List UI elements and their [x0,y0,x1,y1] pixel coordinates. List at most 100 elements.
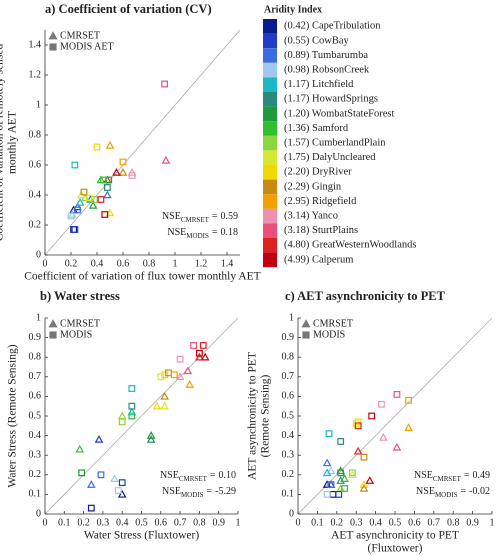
data-point [327,481,335,489]
x-tick-label: 0.4 [91,258,104,269]
x-tick-label: 1.4 [221,258,234,269]
aridity-swatch [263,238,277,253]
data-point [352,420,360,428]
nse-annotation: NSEMODIS = -5.29 [162,486,236,498]
nse-subscript: MODIS [181,491,204,499]
data-point [157,373,165,381]
data-point [128,402,136,410]
x-tick-label: 0.6 [117,258,130,269]
data-point [117,411,127,420]
data-point [165,369,172,377]
data-point [200,352,210,361]
aridity-swatch [263,77,277,92]
nse-sign: = [464,470,470,481]
nse-subscript: CMRSET [179,475,208,483]
data-point [323,490,331,498]
aridity-swatch [263,223,277,238]
x-tick-label: 0.6 [155,517,168,528]
legend-marker [48,319,58,328]
x-axis-label: Water Stress (Fluxtower) [84,530,199,542]
nse-value: 0.49 [473,470,491,481]
y-tick-label: 0 [36,508,41,519]
aridity-swatch [263,179,277,195]
legend-marker [49,43,57,51]
x-tick-label: 0.5 [135,517,148,528]
y-tick-label: 0.6 [29,391,42,402]
nse-subscript: MODIS [435,491,458,499]
y-tick-label: 1 [36,99,41,110]
nse-subscript: MODIS [186,232,209,240]
data-point [85,194,93,202]
data-point [378,400,385,408]
aridity-swatch [263,165,277,180]
nse-annotation: NSECMRSET = 0.59 [162,211,238,223]
y-tick-label: 1 [289,312,294,323]
x-tick-label: 0 [296,517,301,528]
y-tick-label: 0 [289,508,294,519]
legend-label: MODIS [60,329,92,340]
y-tick-label: 0.2 [282,469,295,480]
x-tick-label: 0 [43,258,48,269]
data-point [329,490,337,498]
data-point [71,161,79,169]
x-tick-label: 0.9 [212,517,225,528]
data-point [404,423,413,431]
data-point [348,470,357,479]
data-point [170,371,178,379]
legend-label: CMRSET [313,318,353,329]
x-tick-label: 0.3 [350,517,363,528]
legend-marker [48,31,58,40]
y-tick-label: 0.8 [282,351,295,362]
x-tick-label: 0.2 [65,258,78,269]
x-tick-label: 0.8 [193,517,206,528]
aridity-swatch [263,252,277,268]
y-tick-label: 0.5 [29,410,42,421]
aridity-swatch [263,62,277,78]
data-point [160,391,169,400]
aridity-label: (0.89) Tumbarumba [284,50,368,61]
data-point [195,349,203,357]
data-point [365,476,375,484]
nse-annotation: NSECMRSET = 0.10 [160,470,236,482]
y-tick-label: 0.6 [282,391,295,402]
aridity-label: (2.95) Ridgefield [284,196,357,207]
data-point [93,143,101,151]
y-axis-label: (Remote Sensing) [260,374,272,457]
data-point [127,407,137,416]
aridity-label: (2.29) Gingin [284,181,342,192]
nse-annotation: NSEMODIS = -0.02 [416,486,490,498]
y-tick-label: 0.7 [282,371,295,382]
nse-sign: = [461,486,467,497]
data-point [326,466,336,475]
x-tick-label: 0.1 [311,517,324,528]
y-tick-label: 0.3 [282,449,295,460]
y-axis-label: Coefficient of variation of remotely sen… [0,44,6,242]
data-point [359,480,369,488]
aridity-label: (1.75) DalyUncleared [284,152,376,163]
data-point [348,469,356,477]
nse-sign: = [210,470,216,481]
nse-label: NSE [162,211,181,222]
y-tick-label: 0.8 [29,129,42,140]
data-point [341,485,348,492]
aridity-label: (0.98) RobsonCreek [284,65,370,76]
data-point [160,401,169,410]
aridity-legend-title: Aridity Index [264,4,322,15]
legend-marker [49,331,57,339]
data-point [337,469,345,477]
legend-marker [302,331,310,339]
x-tick-label: 0.6 [408,517,421,528]
x-tick-label: 0.9 [466,517,479,528]
data-point [114,487,122,494]
data-point [110,474,119,482]
nse-subscript: CMRSET [433,475,462,483]
x-tick-label: 0.2 [331,517,344,528]
y-tick-label: 1.2 [29,69,42,80]
panel-title: a) Coefficient of variation (CV) [45,2,212,16]
data-point [118,167,128,176]
y-tick-label: 1 [36,312,41,323]
nse-value: 0.10 [219,470,237,481]
nse-subscript: CMRSET [181,216,210,224]
aridity-label: (1.20) WombatStateForest [284,108,394,119]
